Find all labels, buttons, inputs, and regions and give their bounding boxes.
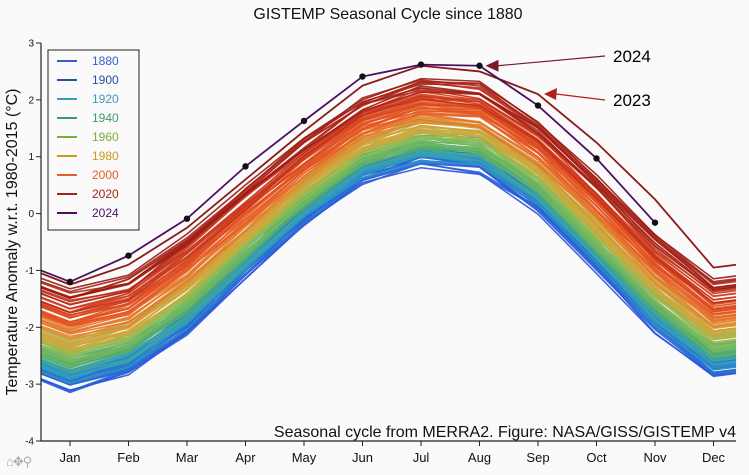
ensemble-line [40,111,737,328]
legend-label: 2000 [92,168,119,182]
ensemble-line [40,151,737,373]
legend: 1880 1900 1920 1940 1960 1980 2000 2020 2024 [47,49,140,231]
x-tick-label: May [292,450,317,465]
legend-label: 1980 [92,149,119,163]
legend-label: 2020 [92,187,119,201]
series-marker-2024 [125,252,132,259]
series-line-2024 [40,63,656,283]
x-tick-label: Jan [60,450,81,465]
annotation-arrowhead-2024 [485,59,499,72]
ensemble-line [40,118,737,335]
y-axis-label: Temperature Anomaly w.r.t. 1980-2015 (°C… [4,89,21,396]
legend-label: 1920 [92,92,119,106]
legend-label: 1880 [92,54,119,68]
x-tick-label: Jul [413,450,430,465]
x-tick-label: Aug [468,450,491,465]
series-marker-2024 [183,215,191,222]
series-marker-2024 [242,163,249,170]
zoom-icon[interactable]: ⚲ [22,454,32,469]
x-tick-label: Nov [643,450,667,465]
y-tick-label: 3 [28,39,34,50]
ensemble-line [40,87,737,298]
legend-label: 1900 [92,73,119,87]
highlight-lines [40,61,737,286]
series-marker-2024 [593,155,600,162]
ensemble-line [40,85,737,299]
x-tick-label: Oct [586,450,607,465]
ensemble-line [40,122,737,338]
annotation-2024: 2024 [613,47,651,66]
x-tick-label: Apr [235,450,256,465]
y-tick-label: -1 [25,266,34,277]
x-tick-label: Mar [176,450,199,465]
credit-text: Seasonal cycle from MERRA2. Figure: NASA… [274,424,736,441]
axes: 3 2 1 0 -1 -2 -3 -4 Jan Feb Mar Apr May Jun Jul Aug Sep O… [25,39,736,465]
ensemble-line [40,110,737,323]
series-line-2023 [40,64,737,286]
plot-toolbar: ⌂✥⚲ [6,454,32,470]
y-tick-label: -4 [25,437,34,448]
series-marker-2024 [300,117,308,125]
ensemble-line [40,143,737,364]
x-tick-label: Sep [526,450,549,465]
ensemble-line [40,77,737,290]
y-tick-label: -3 [25,380,34,391]
y-tick-label: 1 [28,152,34,163]
ensemble-line [40,91,737,306]
series-marker-2024 [359,73,366,80]
ensemble-line [40,131,737,352]
home-icon[interactable]: ⌂ [6,454,14,469]
annotation-arrow-2024 [497,55,606,67]
series-marker-2024 [417,61,425,68]
ensemble-line [40,95,737,314]
chart-title: GISTEMP Seasonal Cycle since 1880 [253,6,522,23]
ensemble-line [40,98,737,314]
series-marker-2024 [534,102,542,109]
ensemble-line [40,141,737,367]
ensemble-line [40,113,737,327]
ensemble-line [40,162,737,394]
series-marker-2024 [476,62,483,69]
annotation-arrow-2023 [555,93,606,101]
x-tick-label: Feb [117,450,139,465]
ensemble-line [40,166,737,391]
ensemble-line [40,159,737,384]
legend-label: 1960 [92,130,119,144]
series-marker-2024 [651,219,659,226]
annotation-2023: 2023 [613,91,651,110]
annotations: 2024 2023 [485,47,651,110]
y-tick-label: 2 [28,95,34,106]
legend-label: 2024 [92,206,119,220]
ensemble-line [40,148,737,368]
x-tick-label: Jun [352,450,373,465]
y-tick-label: -2 [25,323,34,334]
y-tick-label: 0 [28,209,34,220]
series-marker-2024 [66,278,74,285]
ensemble-line [40,129,737,348]
annotation-arrowhead-2023 [544,88,557,100]
pan-icon[interactable]: ✥ [12,454,24,469]
ensemble-lines [40,77,737,394]
legend-label: 1940 [92,111,119,125]
x-tick-label: Dec [702,450,726,465]
